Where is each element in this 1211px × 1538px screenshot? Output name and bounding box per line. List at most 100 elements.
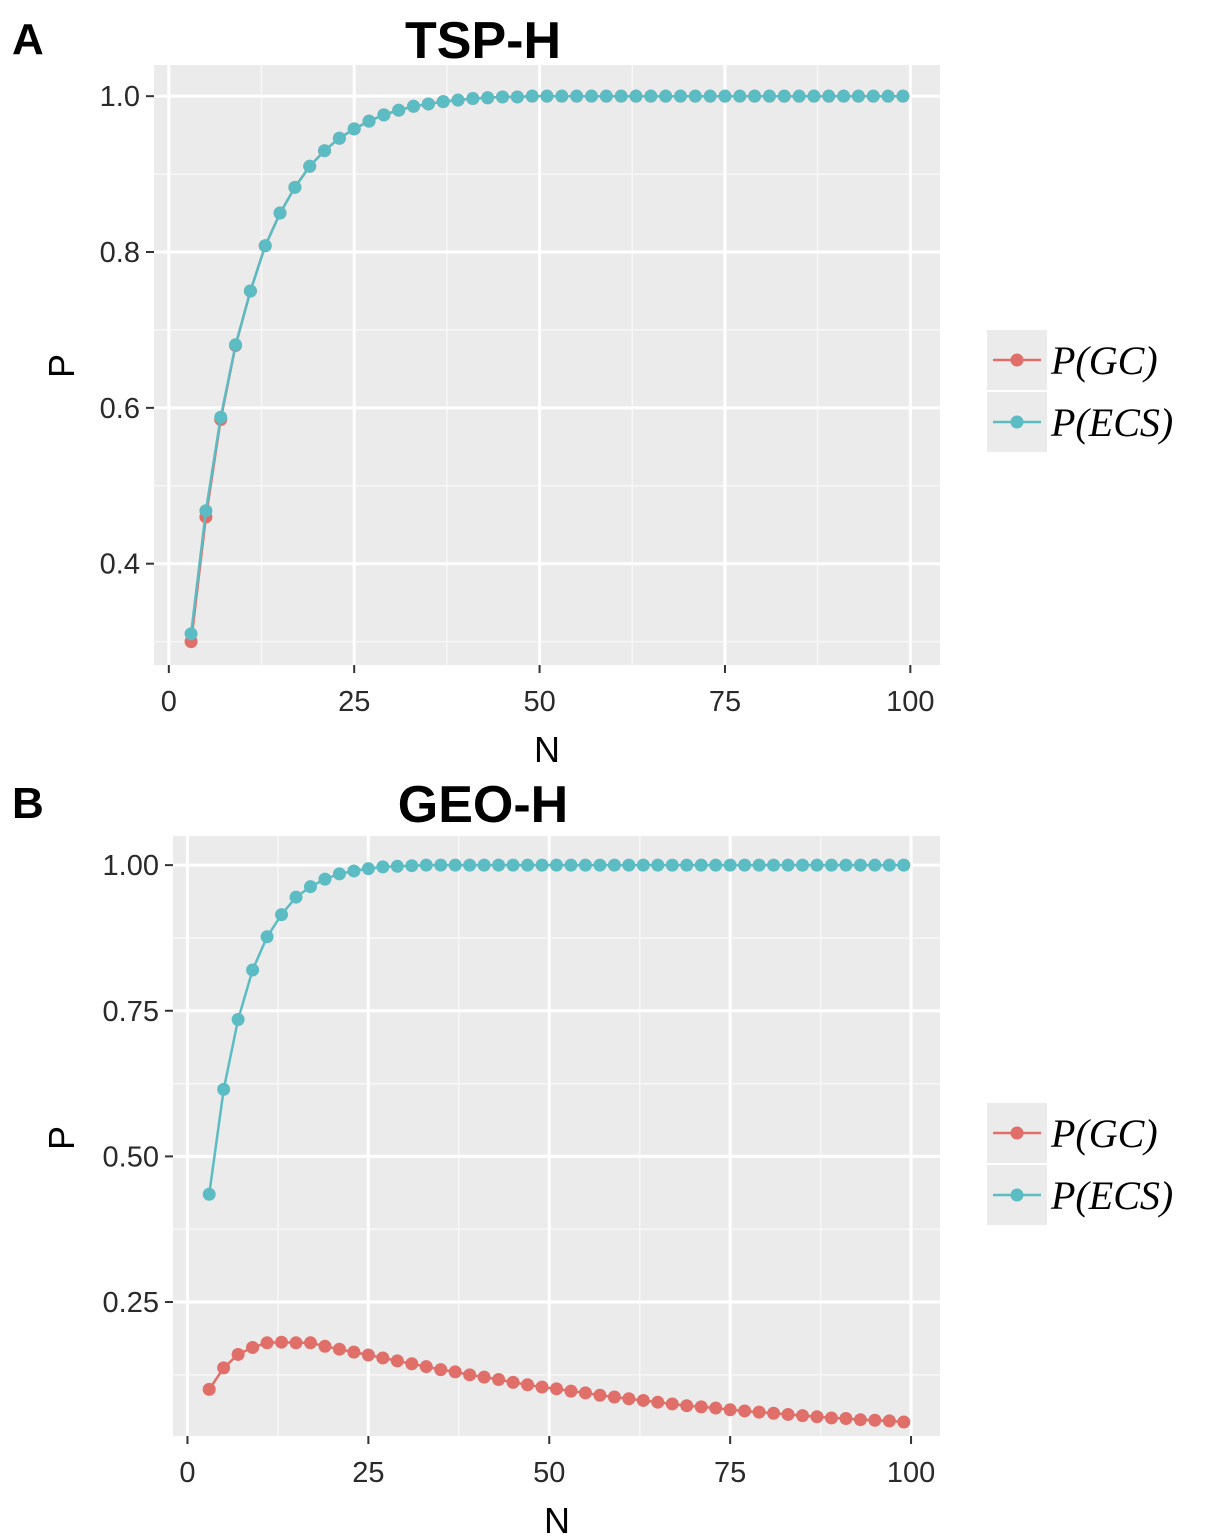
- data-point: [897, 1415, 911, 1429]
- data-point: [866, 89, 880, 103]
- data-point: [275, 908, 289, 922]
- data-point: [492, 858, 506, 872]
- panel-b-title: GEO-H: [398, 776, 568, 834]
- data-point: [258, 239, 272, 253]
- data-point: [550, 1382, 563, 1396]
- data-point: [659, 89, 673, 103]
- data-point: [752, 858, 766, 872]
- data-point: [688, 89, 702, 103]
- data-point: [246, 1340, 260, 1354]
- data-point: [824, 1411, 838, 1425]
- data-point: [718, 89, 732, 103]
- data-point: [550, 858, 563, 872]
- data-point: [680, 858, 694, 872]
- data-point: [896, 89, 910, 103]
- panel-b: B GEO-H N P 0 25 50 75 100 0.25 0.50 0.75 1.00 P…: [12, 776, 1173, 1538]
- x-tick-label: 25: [338, 686, 370, 718]
- data-point: [231, 1347, 245, 1361]
- data-point: [810, 858, 824, 872]
- data-point: [839, 858, 853, 872]
- data-point: [540, 89, 554, 103]
- panel-b-y-axis-title: P: [41, 1126, 82, 1150]
- x-tick-label: 50: [533, 1457, 565, 1489]
- data-point: [361, 862, 375, 876]
- data-point: [332, 131, 346, 145]
- data-point: [303, 1336, 317, 1350]
- legend-label: P(GC): [1050, 338, 1158, 383]
- data-point: [419, 1360, 433, 1374]
- data-point: [614, 89, 628, 103]
- panel-b-x-axis-title: N: [544, 1500, 570, 1538]
- data-point: [837, 89, 851, 103]
- data-point: [521, 1378, 535, 1392]
- x-tick-label: 25: [352, 1457, 384, 1489]
- data-point: [781, 858, 795, 872]
- data-point: [407, 99, 421, 113]
- data-point: [636, 858, 650, 872]
- data-point: [738, 858, 752, 872]
- data-point: [853, 1413, 867, 1427]
- data-point: [694, 858, 708, 872]
- data-point: [377, 108, 391, 122]
- data-point: [810, 1410, 824, 1424]
- data-point: [680, 1399, 694, 1413]
- x-tick-label: 75: [714, 1457, 746, 1489]
- data-point: [318, 1339, 332, 1353]
- panel-a: A TSP-H N P 0 25 50 75 100 0.4 0.6 0.8 1.0 P(GC)…: [12, 12, 1173, 770]
- data-point: [622, 858, 636, 872]
- legend-key-point: [1010, 353, 1024, 367]
- data-point: [853, 858, 867, 872]
- data-point: [390, 859, 404, 873]
- x-tick-label: 100: [886, 686, 934, 718]
- data-point: [570, 89, 584, 103]
- legend-key-point: [1010, 1126, 1024, 1140]
- y-tick-label: 1.00: [103, 850, 159, 882]
- panel-b-series: [202, 858, 911, 1429]
- legend-label: P(ECS): [1050, 400, 1173, 445]
- data-point: [796, 858, 810, 872]
- data-point: [767, 858, 781, 872]
- data-point: [607, 858, 621, 872]
- data-point: [405, 859, 419, 873]
- data-point: [564, 1384, 578, 1398]
- data-point: [347, 122, 361, 136]
- y-tick-label: 0.50: [103, 1141, 159, 1173]
- data-point: [506, 858, 520, 872]
- data-point: [260, 1336, 274, 1350]
- data-point: [390, 1354, 404, 1368]
- data-point: [777, 89, 791, 103]
- data-point: [217, 1082, 231, 1096]
- data-point: [599, 89, 613, 103]
- x-tick-label: 50: [523, 686, 555, 718]
- data-point: [555, 89, 569, 103]
- data-point: [214, 410, 228, 424]
- data-point: [781, 1407, 795, 1421]
- data-point: [229, 338, 243, 352]
- series-p-ecs: [202, 858, 911, 1201]
- data-point: [260, 930, 274, 944]
- x-tick-label: 100: [887, 1457, 935, 1489]
- data-point: [882, 1414, 896, 1428]
- data-point: [463, 858, 477, 872]
- legend-key-point: [1010, 415, 1024, 429]
- data-point: [202, 1382, 216, 1396]
- panel-a-legend: P(GC) P(ECS): [987, 330, 1173, 452]
- data-point: [288, 180, 302, 194]
- data-point: [824, 858, 838, 872]
- data-point: [392, 103, 406, 117]
- data-point: [629, 89, 643, 103]
- x-tick-label: 0: [161, 686, 177, 718]
- data-point: [243, 284, 257, 298]
- panel-a-series: [184, 89, 910, 649]
- data-point: [709, 858, 723, 872]
- data-point: [496, 90, 510, 104]
- data-point: [694, 1400, 708, 1414]
- data-point: [578, 1386, 592, 1400]
- data-point: [477, 858, 491, 872]
- data-point: [303, 159, 317, 173]
- panel-b-legend: P(GC) P(ECS): [987, 1103, 1173, 1225]
- data-point: [578, 858, 592, 872]
- data-point: [347, 864, 361, 878]
- data-point: [807, 89, 821, 103]
